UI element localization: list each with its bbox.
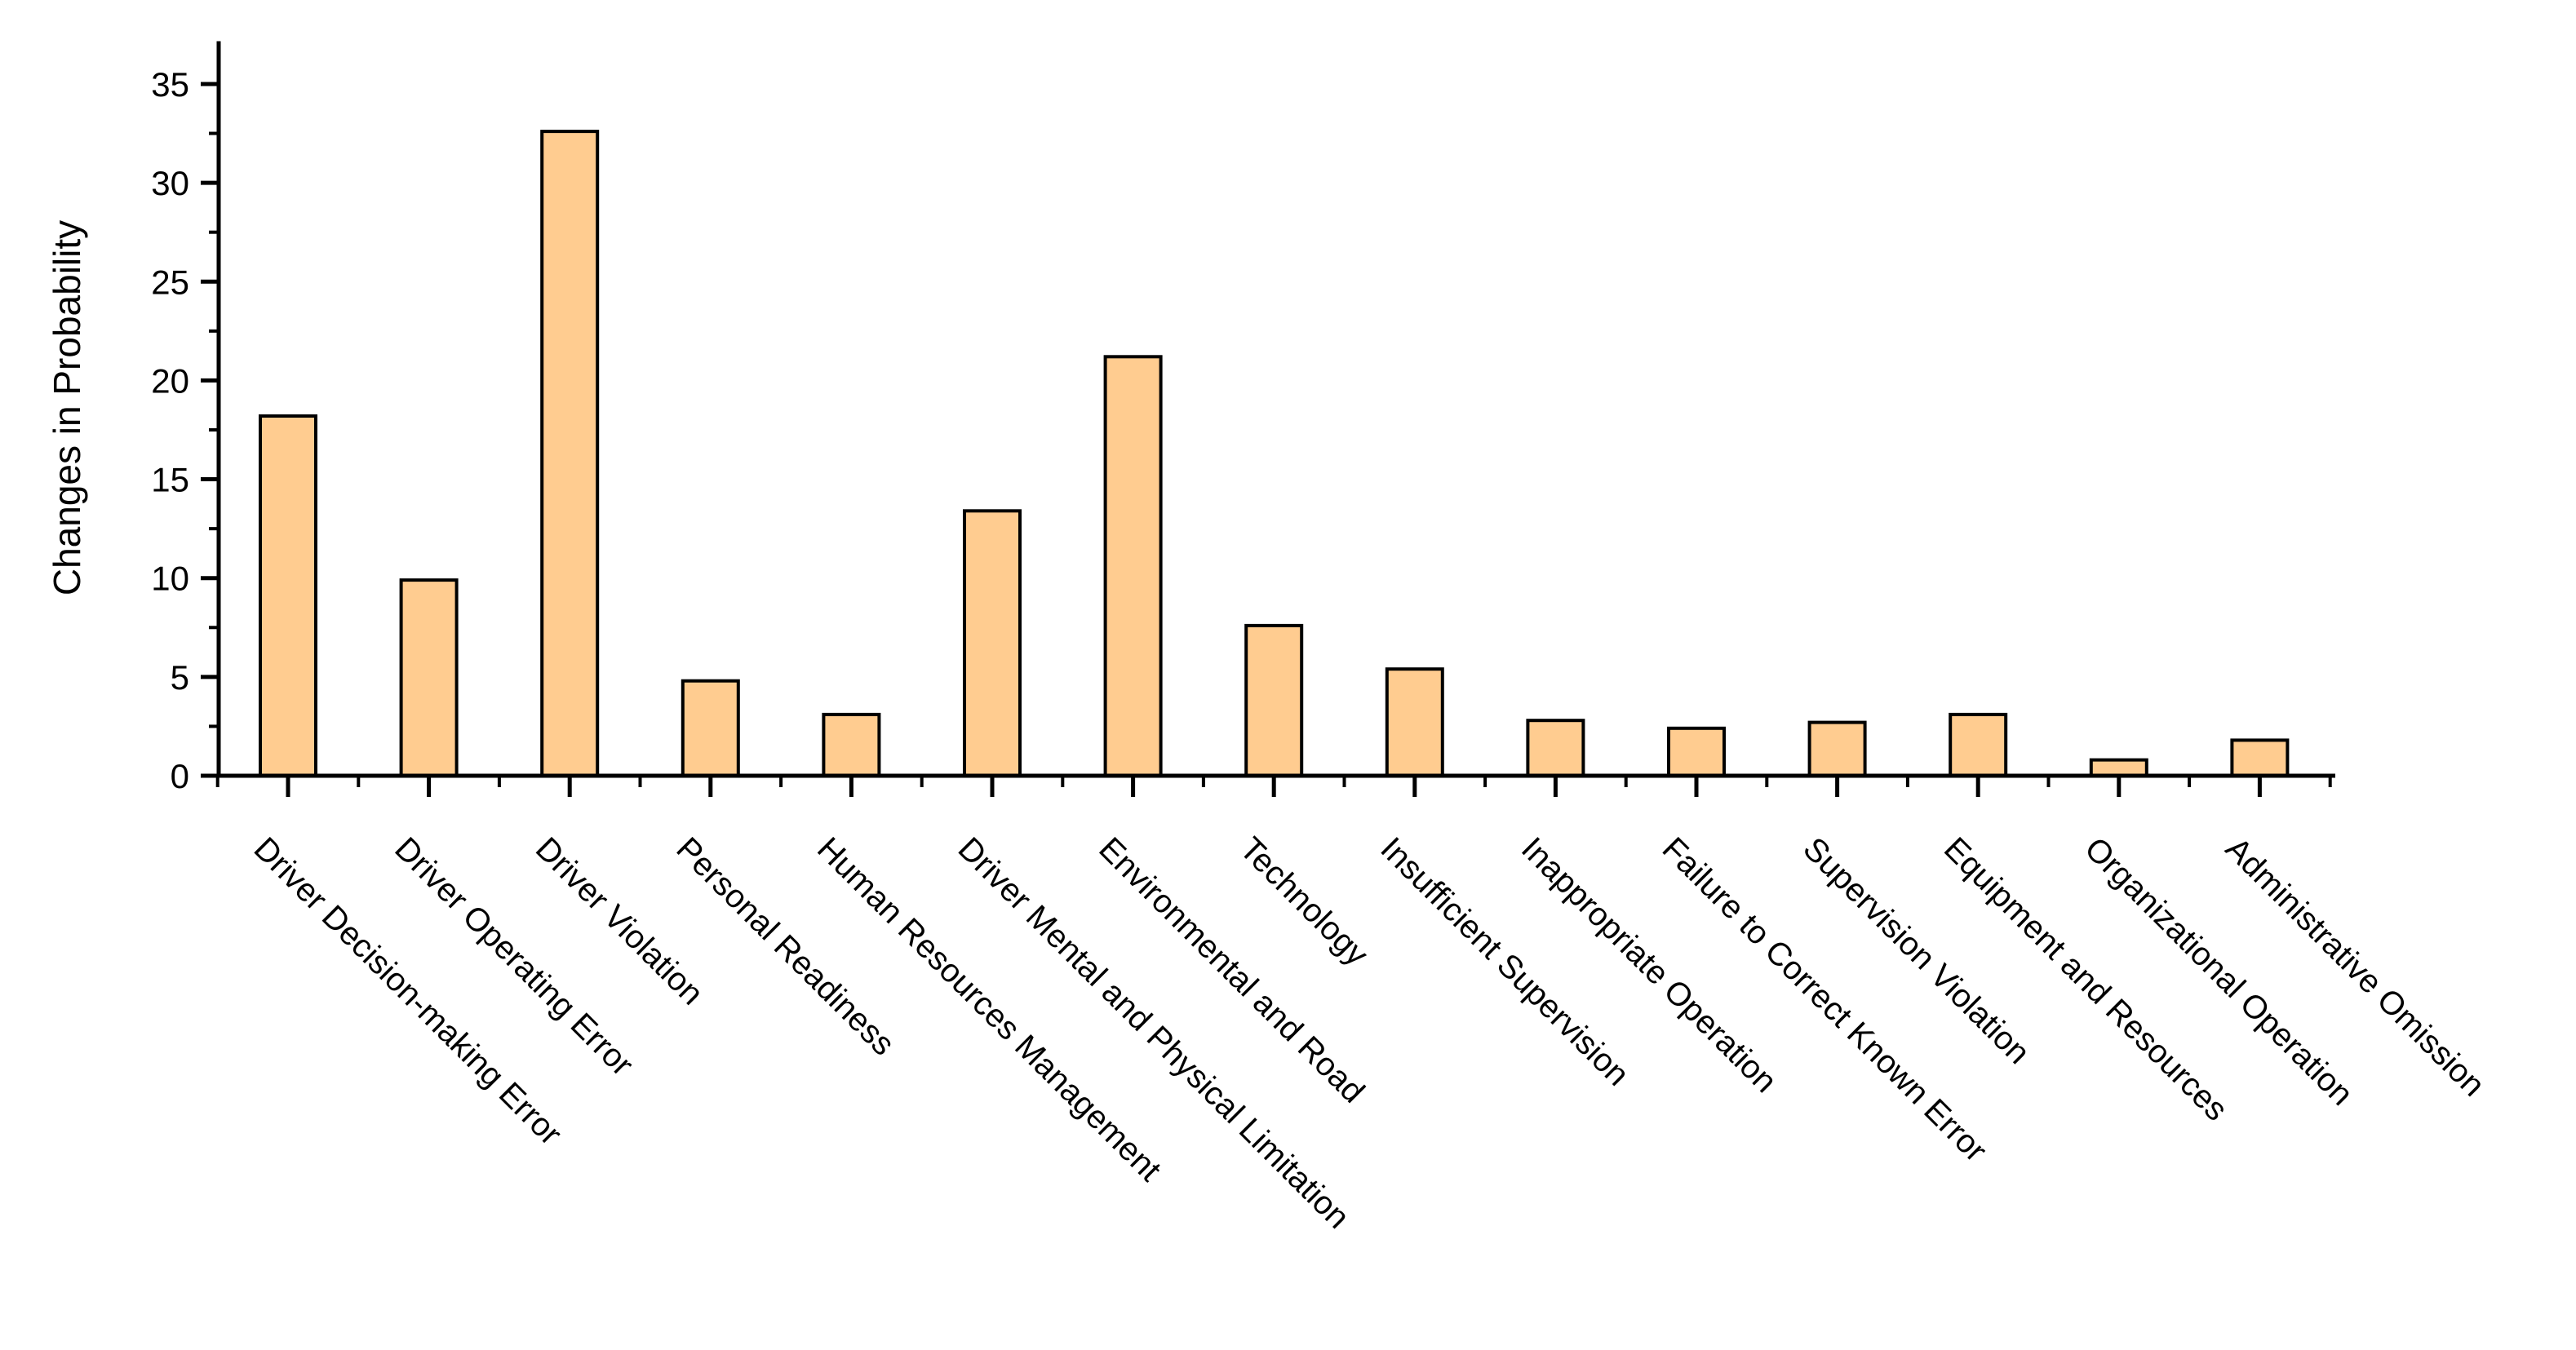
x-category-label-8: Insufficient Supervision [1373,830,1635,1092]
bar-5 [963,509,1022,777]
bars-layer [259,130,2290,778]
bar-0 [259,414,317,777]
bar-9 [1526,719,1585,778]
y-axis-title: Changes in Probability [46,220,88,595]
y-tick-label-5: 25 [151,263,189,301]
bar-8 [1385,667,1444,778]
y-tick-label-3: 15 [151,461,189,499]
x-category-label-0: Driver Decision-making Error [247,830,569,1152]
x-category-label-6: Environmental and Road [1092,830,1371,1109]
bar-4 [822,712,881,778]
bar-3 [681,679,740,778]
x-category-label-1: Driver Operating Error [388,830,640,1082]
y-tick-label-1: 5 [171,658,189,697]
bar-10 [1667,726,1726,777]
labels-layer: 0 5 10 15 20 25 30 35 Driver Decision-making Err… [151,65,2491,1236]
axes-layer [201,41,2335,797]
y-tick-label-4: 20 [151,361,189,400]
bar-11 [1807,720,1867,777]
x-category-label-7: Technology [1233,830,1375,972]
y-tick-label-6: 30 [151,164,189,202]
bar-7 [1244,623,1304,778]
bar-1 [399,578,459,777]
x-category-label-11: Supervision Violation [1796,830,2037,1071]
x-category-label-14: Administrative Omission [2219,830,2491,1103]
x-category-label-9: Inappropriate Operation [1514,830,1784,1100]
y-tick-label-2: 10 [151,560,189,598]
bar-6 [1103,355,1163,777]
bar-13 [2089,758,2148,777]
bar-12 [1949,712,2008,778]
y-tick-label-7: 35 [151,65,189,104]
bar-14 [2230,738,2290,778]
bar-2 [540,130,600,778]
x-category-label-12: Equipment and Resources [1937,830,2234,1127]
x-category-label-13: Organizational Operation [2077,830,2360,1113]
y-tick-label-0: 0 [171,757,189,795]
